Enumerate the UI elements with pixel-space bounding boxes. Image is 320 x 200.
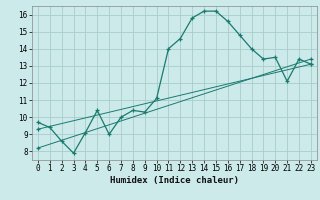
X-axis label: Humidex (Indice chaleur): Humidex (Indice chaleur): [110, 176, 239, 185]
